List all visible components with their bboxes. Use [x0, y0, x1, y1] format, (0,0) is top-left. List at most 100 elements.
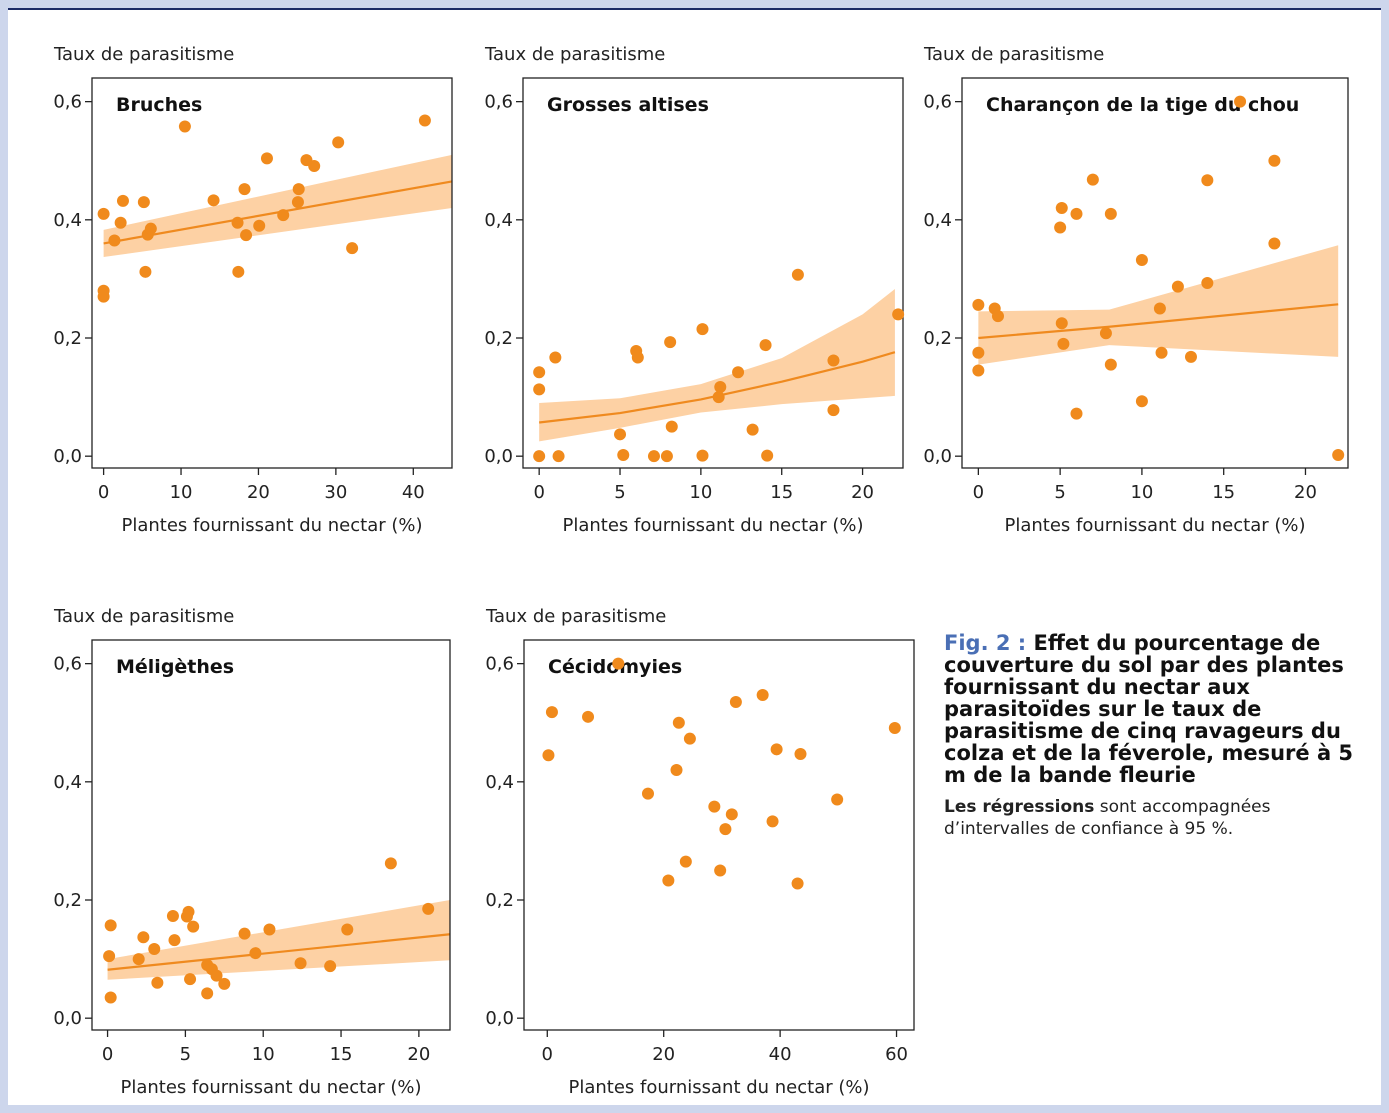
chart-2-y-axis-title: Taux de parasitisme — [484, 44, 665, 65]
chart-5-data-point — [679, 855, 692, 868]
chart-4-data-point — [341, 923, 354, 936]
chart-5-data-point — [791, 877, 804, 890]
chart-4-y-tick-label: 0,4 — [53, 772, 82, 793]
chart-4-data-point — [210, 969, 223, 982]
chart-2-x-tick-label: 0 — [533, 482, 544, 503]
chart-1-data-point — [207, 194, 220, 207]
chart-2-data-point — [696, 449, 709, 462]
chart-5-data-point — [766, 815, 779, 828]
chart-1-data-point — [332, 136, 345, 149]
chart-2-x-tick-label: 10 — [689, 482, 712, 503]
chart-5-y-axis-title: Taux de parasitisme — [485, 606, 666, 627]
chart-1-y-tick-label: 0,0 — [53, 446, 82, 467]
chart-4-data-point — [132, 953, 145, 966]
chart-1-data-point — [346, 242, 359, 255]
figure-frame: 0,0 0,2 0,4 0,6 0 10 20 30 40 Taux de parasitisme… — [8, 8, 1381, 1105]
chart-1-y-tick-label: 0,2 — [53, 328, 82, 349]
chart-4-data-point — [263, 923, 276, 936]
chart-3-data-point — [1153, 302, 1166, 315]
chart-2-data-point — [533, 366, 546, 379]
chart-2-panel-title: Grosses altises — [547, 94, 709, 116]
chart-2-data-point — [614, 428, 627, 441]
chart-3-plot-frame — [961, 77, 1349, 469]
chart-5-data-point — [542, 749, 555, 762]
chart-5-x-tick-label: 60 — [885, 1044, 908, 1065]
chart-4-x-axis-title: Plantes fournissant du nectar (%) — [120, 1077, 421, 1098]
chart-3-data-point — [1055, 317, 1068, 330]
caption-note-text: sont accompagnées d’intervalles de confi… — [944, 797, 1271, 839]
chart-1-regression-line — [103, 180, 453, 245]
chart-1-data-point — [418, 114, 431, 127]
chart-3-data-point — [1054, 221, 1067, 234]
chart-2-data-point — [660, 450, 673, 463]
chart-5-data-point — [641, 787, 654, 800]
chart-1-data-point — [108, 234, 121, 247]
chart-3-data-point — [1135, 254, 1148, 266]
chart-4-y-tick-label: 0,0 — [53, 1008, 82, 1029]
caption-note-bold: Les régressions — [944, 797, 1095, 817]
chart-3-data-point — [1171, 280, 1184, 293]
chart-2-data-point — [712, 391, 725, 404]
chart-4-data-point — [166, 909, 179, 922]
chart-2-data-point — [759, 339, 772, 352]
chart-2-confidence-band — [539, 288, 895, 442]
chart-3-data-point — [1268, 237, 1281, 250]
chart-1-x-tick-label: 30 — [324, 482, 347, 503]
chart-3-y-tick-label: 0,6 — [923, 92, 952, 113]
chart-3-data-point — [1104, 207, 1117, 220]
chart-2-data-point — [761, 449, 774, 462]
chart-2-x-tick-label: 5 — [614, 482, 625, 503]
chart-3-data-point — [1070, 407, 1083, 420]
chart-4-data-point — [218, 977, 231, 990]
chart-5-data-point — [708, 800, 721, 813]
chart-5-x-tick-label: 0 — [542, 1044, 553, 1065]
chart-1-data-point — [114, 216, 127, 229]
chart-4-x-tick-label: 0 — [102, 1044, 113, 1065]
chart-4-plot-frame — [91, 639, 451, 1031]
chart-2-data-point — [533, 383, 546, 396]
chart-3-y-axis-title: Taux de parasitisme — [923, 44, 1104, 65]
chart-5-y-tick-label: 0,0 — [485, 1008, 514, 1029]
chart-1-data-point — [137, 196, 150, 209]
chart-4-y-tick-label: 0,2 — [53, 890, 82, 911]
chart-2-data-point — [552, 450, 565, 463]
chart-5-data-point — [719, 823, 732, 836]
chart-3-data-point — [1070, 207, 1083, 220]
chart-4-data-point — [168, 934, 181, 947]
chart-5-data-point — [725, 808, 738, 821]
chart-2-data-point — [696, 323, 709, 336]
chart-3-data-point — [1057, 337, 1070, 350]
chart-3-data-point — [1104, 358, 1117, 371]
chart-2-data-point — [664, 336, 677, 349]
caption-title: Fig. 2 : Effet du pourcentage de couvert… — [944, 632, 1364, 786]
chart-4-y-tick-label: 0,6 — [53, 654, 82, 675]
chart-5-x-tick-label: 40 — [769, 1044, 792, 1065]
chart-3-data-point — [1268, 154, 1281, 167]
chart-4-data-point — [137, 931, 150, 944]
chart-2-data-point — [665, 420, 678, 433]
chart-3-data-point — [1055, 202, 1068, 214]
chart-5-plot-frame — [523, 639, 915, 1031]
caption-title-text: Effet du pourcentage de couverture du so… — [944, 631, 1354, 787]
chart-4-data-point — [104, 991, 117, 1004]
chart-4-x-tick-label: 5 — [180, 1044, 191, 1065]
chart-1-data-point — [253, 219, 266, 232]
chart-2-data-point — [533, 450, 546, 463]
chart-4-regression-line — [107, 933, 451, 971]
chart-2-data-point — [791, 268, 804, 281]
chart-3-y-tick-label: 0,4 — [923, 210, 952, 231]
chart-3-data-point — [1155, 346, 1168, 359]
figure-caption: Fig. 2 : Effet du pourcentage de couvert… — [944, 632, 1364, 840]
chart-4-data-point — [103, 950, 116, 963]
chart-2-x-axis-title: Plantes fournissant du nectar (%) — [562, 515, 863, 536]
chart-1-data-point — [277, 209, 290, 222]
chart-5-data-point — [683, 732, 696, 745]
chart-2-x-tick-label: 20 — [851, 482, 874, 503]
chart-1-confidence-band — [103, 154, 452, 258]
chart-4-data-point — [238, 927, 251, 940]
chart-4-data-point — [182, 905, 195, 918]
chart-3-data-point — [1201, 277, 1214, 290]
chart-2-data-point — [631, 351, 644, 364]
chart-4-x-tick-label: 15 — [330, 1044, 353, 1065]
chart-2-y-tick-label: 0,6 — [484, 92, 513, 113]
